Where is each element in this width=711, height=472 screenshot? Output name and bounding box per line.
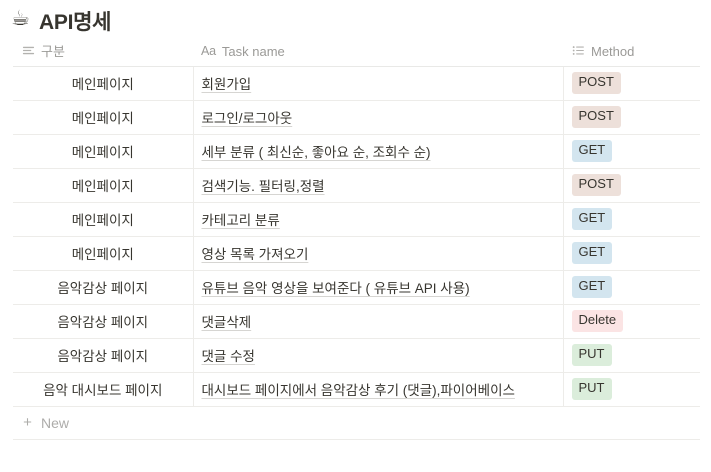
cell-division[interactable]: 메인페이지 (13, 134, 194, 169)
add-new-row-label: New (41, 414, 70, 431)
cell-division[interactable]: 메인페이지 (13, 66, 194, 101)
method-badge[interactable]: POST (571, 174, 621, 196)
table-row[interactable]: 메인페이지 로그인/로그아웃 POST (13, 100, 700, 135)
method-badge[interactable]: GET (571, 242, 613, 264)
table-row[interactable]: 음악 대시보드 페이지 대시보드 페이지에서 음악감상 후기 (댓글),파이어베이… (13, 372, 700, 407)
cell-division[interactable]: 메인페이지 (13, 168, 194, 203)
method-badge[interactable]: GET (571, 276, 613, 298)
method-badge[interactable]: PUT (571, 378, 612, 400)
column-header-task-name-label: Task name (221, 43, 285, 59)
method-badge[interactable]: GET (571, 140, 613, 162)
cell-division[interactable]: 음악감상 페이지 (13, 338, 194, 373)
plus-icon: + (23, 414, 32, 431)
cell-method[interactable]: GET (563, 202, 700, 237)
method-badge[interactable]: POST (571, 72, 621, 94)
cell-task-name[interactable]: 검색기능. 필터링,정렬 (193, 168, 564, 203)
table-header-row: 구분 Aa Task name (13, 36, 700, 67)
cell-method[interactable]: POST (563, 168, 700, 203)
aa-text-icon: Aa (201, 44, 216, 58)
text-lines-icon (21, 43, 35, 57)
cell-method[interactable]: POST (563, 100, 700, 135)
column-header-division[interactable]: 구분 (13, 36, 193, 67)
column-header-method-label: Method (591, 43, 635, 59)
cell-method[interactable]: Delete (563, 304, 700, 339)
method-badge[interactable]: Delete (571, 310, 624, 332)
cell-method[interactable]: POST (563, 66, 700, 101)
cell-division[interactable]: 메인페이지 (13, 202, 194, 237)
table-row[interactable]: 메인페이지 검색기능. 필터링,정렬 POST (13, 168, 700, 203)
task-name-link[interactable]: 대시보드 페이지에서 음악감상 후기 (댓글),파이어베이스 (201, 383, 515, 398)
task-name-link[interactable]: 검색기능. 필터링,정렬 (201, 179, 325, 194)
column-header-task-name[interactable]: Aa Task name (193, 36, 563, 67)
table-row[interactable]: 메인페이지 영상 목록 가져오기 GET (13, 236, 700, 271)
task-name-link[interactable]: 카테고리 분류 (201, 213, 280, 228)
task-name-link[interactable]: 로그인/로그아웃 (201, 111, 293, 126)
database-table: 구분 Aa Task name (13, 36, 700, 407)
cell-method[interactable]: PUT (563, 372, 700, 407)
add-new-row-button[interactable]: + New (13, 407, 700, 440)
cell-task-name[interactable]: 로그인/로그아웃 (193, 100, 564, 135)
column-header-division-label: 구분 (41, 43, 65, 59)
column-header-method[interactable]: Method (563, 36, 700, 67)
cell-task-name[interactable]: 세부 분류 ( 최신순, 좋아요 순, 조회수 순) (193, 134, 564, 169)
page-title: ☕ API명세 (0, 0, 711, 36)
task-name-link[interactable]: 세부 분류 ( 최신순, 좋아요 순, 조회수 순) (201, 145, 431, 160)
page-title-text: API명세 (39, 11, 112, 34)
cell-division[interactable]: 메인페이지 (13, 100, 194, 135)
cell-division[interactable]: 음악감상 페이지 (13, 304, 194, 339)
cell-task-name[interactable]: 영상 목록 가져오기 (193, 236, 564, 271)
task-name-link[interactable]: 회원가입 (201, 77, 252, 92)
table-row[interactable]: 음악감상 페이지 유튜브 음악 영상을 보여준다 ( 유튜브 API 사용) GET (13, 270, 700, 305)
task-name-link[interactable]: 댓글 수정 (201, 349, 255, 364)
task-name-link[interactable]: 영상 목록 가져오기 (201, 247, 309, 262)
cell-method[interactable]: PUT (563, 338, 700, 373)
cell-task-name[interactable]: 회원가입 (193, 66, 564, 101)
table-row[interactable]: 메인페이지 세부 분류 ( 최신순, 좋아요 순, 조회수 순) GET (13, 134, 700, 169)
task-name-link[interactable]: 유튜브 음악 영상을 보여준다 ( 유튜브 API 사용) (201, 281, 470, 296)
cell-method[interactable]: GET (563, 236, 700, 271)
cell-division[interactable]: 음악감상 페이지 (13, 270, 194, 305)
task-name-link[interactable]: 댓글삭제 (201, 315, 252, 330)
cell-task-name[interactable]: 유튜브 음악 영상을 보여준다 ( 유튜브 API 사용) (193, 270, 564, 305)
cell-division[interactable]: 메인페이지 (13, 236, 194, 271)
table-row[interactable]: 음악감상 페이지 댓글 수정 PUT (13, 338, 700, 373)
select-list-icon (571, 43, 585, 57)
table-row[interactable]: 메인페이지 카테고리 분류 GET (13, 202, 700, 237)
cell-method[interactable]: GET (563, 134, 700, 169)
table-body: 메인페이지 회원가입 POST 메인페이지 로그인/로그아웃 POST 메인페이지 세부 분류… (13, 66, 700, 407)
method-badge[interactable]: GET (571, 208, 613, 230)
method-badge[interactable]: POST (571, 106, 621, 128)
coffee-cup-emoji: ☕ (11, 7, 30, 30)
table-row[interactable]: 음악감상 페이지 댓글삭제 Delete (13, 304, 700, 339)
cell-task-name[interactable]: 카테고리 분류 (193, 202, 564, 237)
cell-task-name[interactable]: 댓글삭제 (193, 304, 564, 339)
cell-task-name[interactable]: 대시보드 페이지에서 음악감상 후기 (댓글),파이어베이스 (193, 372, 564, 407)
cell-method[interactable]: GET (563, 270, 700, 305)
cell-division[interactable]: 음악 대시보드 페이지 (13, 372, 194, 407)
method-badge[interactable]: PUT (571, 344, 612, 366)
cell-task-name[interactable]: 댓글 수정 (193, 338, 564, 373)
table-row[interactable]: 메인페이지 회원가입 POST (13, 66, 700, 101)
